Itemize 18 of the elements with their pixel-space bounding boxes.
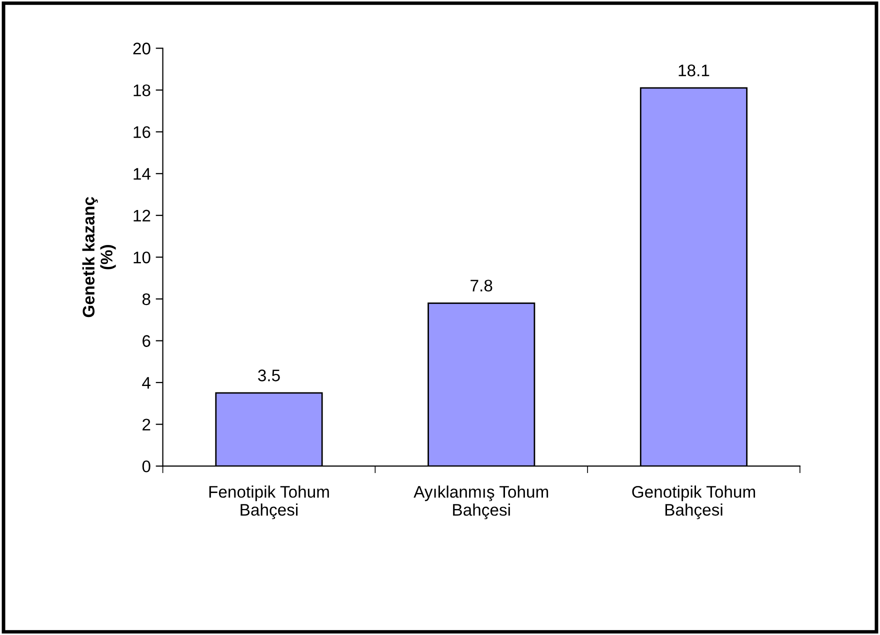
x-tick-label: Genotipik Tohum Bahçesi: [632, 486, 756, 520]
y-tick-label: 4: [142, 377, 151, 389]
y-tick-label: 14: [134, 168, 151, 180]
x-tick-label: Fenotipik Tohum Bahçesi: [209, 486, 329, 520]
data-label: 7.8: [470, 280, 492, 292]
y-tick-label: 12: [134, 210, 150, 222]
y-tick-label: 10: [134, 252, 150, 264]
y-tick-label: 20: [133, 42, 150, 54]
y-tick-label: 0: [142, 460, 150, 472]
y-tick-label: 8: [142, 293, 150, 306]
y-axis-title: Genetik kazanç (%): [82, 196, 116, 318]
data-label: 3.5: [258, 370, 280, 382]
y-tick-label: 6: [142, 335, 150, 347]
data-label: 18.1: [678, 64, 710, 76]
y-tick-label: 16: [134, 126, 150, 138]
y-tick-label: 2: [142, 418, 150, 430]
y-tick-label: 18: [134, 84, 150, 96]
x-tick-label: Ayıklanmış Tohum Bahçesi: [414, 486, 548, 520]
